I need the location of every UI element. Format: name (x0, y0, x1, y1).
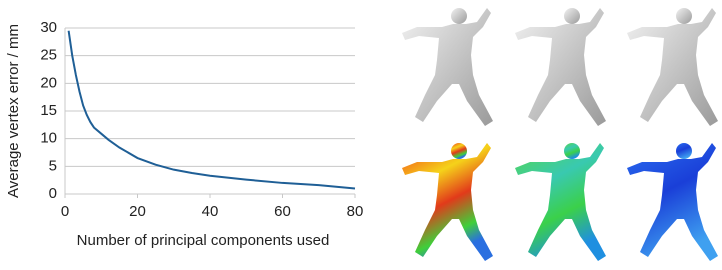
error-heatmap (627, 143, 718, 261)
x-axis-label: Number of principal components used (77, 232, 330, 249)
y-tick-label: 25 (40, 47, 57, 64)
error-heatmap (402, 143, 493, 261)
y-tick-label: 30 (40, 19, 57, 36)
mesh-render (515, 8, 606, 126)
y-tick-label: 0 (49, 185, 57, 202)
y-tick-label: 10 (40, 130, 57, 147)
x-tick-label: 0 (61, 203, 69, 220)
y-tick-label: 15 (40, 102, 57, 119)
x-tick-label: 20 (129, 203, 146, 220)
x-tick-label: 80 (347, 203, 364, 220)
series-line (69, 31, 355, 189)
error-heatmap (515, 143, 606, 261)
x-tick-label: 60 (274, 203, 291, 220)
figure: Number of principal components used Aver… (0, 0, 722, 270)
y-tick-label: 5 (49, 157, 57, 174)
y-tick-label: 20 (40, 74, 57, 91)
y-axis-label: Average vertex error / mm (5, 24, 22, 198)
mesh-render (402, 8, 493, 126)
mesh-render (627, 8, 718, 126)
x-tick-label: 40 (202, 203, 219, 220)
